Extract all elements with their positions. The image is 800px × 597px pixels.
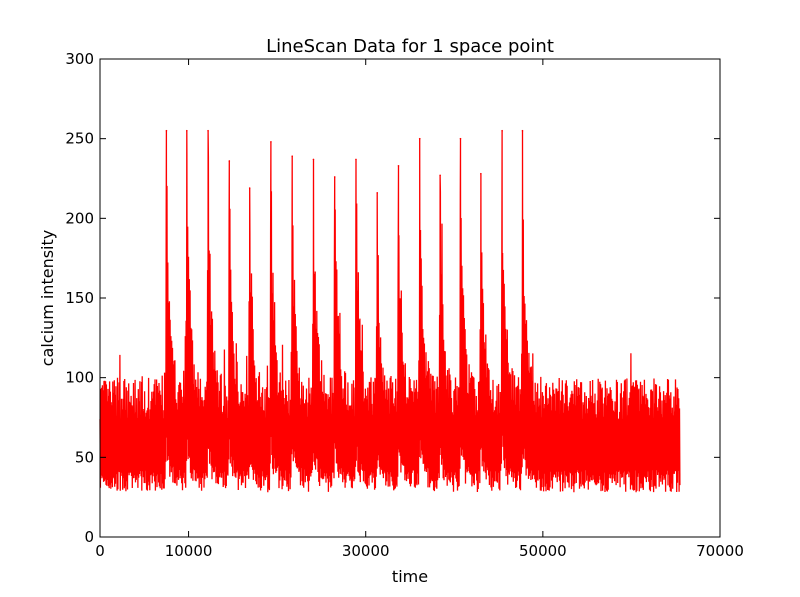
y-tick-label: 100 — [65, 369, 94, 387]
peak-point — [248, 187, 251, 189]
y-tick-label: 50 — [75, 448, 94, 466]
peak-point — [186, 129, 188, 132]
ticks-layer: 0 10000 30000 50000 70000 0 50 100 150 200 250 300 — [65, 50, 744, 560]
peak-point — [165, 129, 168, 132]
x-tick-label: 10000 — [165, 542, 213, 560]
y-tick-label: 0 — [84, 528, 94, 546]
series-layer — [99, 129, 681, 493]
peak-point — [228, 160, 231, 162]
peak-point — [355, 158, 357, 161]
x-tick-label: 30000 — [342, 542, 390, 560]
y-tick-label: 300 — [65, 50, 94, 68]
peak-point — [270, 141, 272, 143]
peak-point — [207, 129, 209, 132]
peak-point — [521, 129, 524, 132]
peak-point — [397, 164, 400, 167]
x-tick-label: 70000 — [696, 542, 744, 560]
x-axis-label: time — [392, 567, 428, 586]
peak-point — [418, 137, 421, 140]
x-tick-label: 0 — [95, 542, 105, 560]
peak-point — [333, 176, 336, 178]
chart-title: LineScan Data for 1 space point — [266, 36, 554, 57]
series-line — [99, 130, 681, 493]
y-axis-label: calcium intensity — [38, 230, 57, 366]
peak-point — [312, 158, 315, 161]
peak-point — [439, 174, 441, 177]
peak-point — [291, 155, 294, 157]
peak-point — [459, 137, 462, 140]
y-tick-label: 150 — [65, 289, 94, 307]
y-tick-label: 250 — [65, 130, 94, 148]
peak-point — [376, 192, 379, 194]
peak-point — [480, 172, 482, 175]
y-tick-label: 200 — [65, 209, 94, 227]
x-tick-label: 50000 — [519, 542, 567, 560]
peak-point — [501, 129, 503, 132]
